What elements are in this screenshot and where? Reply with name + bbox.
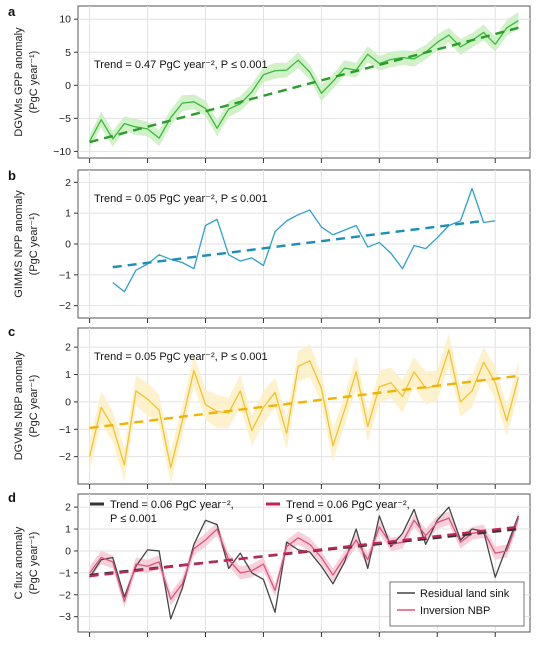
y-tick-label: 2: [65, 177, 71, 189]
panel-c: −2 −1 0 1 2 DGVMs NBP anomaly (PgC year⁻¹) Tren…: [8, 324, 531, 489]
y-tick-label: −3: [59, 611, 71, 623]
series-line: [88, 349, 520, 469]
trend-line: [112, 219, 484, 269]
y-axis-label: (PgC year⁻¹): [28, 532, 40, 595]
panel-letter-c: c: [8, 324, 15, 339]
y-tick-label: 2: [65, 502, 71, 514]
legend-entry: Residual land sink: [420, 588, 510, 600]
y-axis-label: (PgC year⁻¹): [28, 213, 40, 276]
panel-a: −10 −5 0 5 10 DGVMs GPP anomaly (PgC year⁻¹) Tr…: [8, 4, 531, 163]
y-axis-label: GIMMS NPP anomaly: [13, 190, 25, 298]
trend-annotation: Trend = 0.05 PgC year⁻², P ≤ 0.001: [94, 193, 268, 205]
trend-annotation: Trend = 0.05 PgC year⁻², P ≤ 0.001: [94, 351, 268, 363]
trend-annotation-line1: Trend = 0.06 PgC year⁻²,: [110, 499, 234, 511]
panel-b: −2 −1 0 1 2 GIMMS NPP anomaly (PgC year⁻¹) Tren…: [8, 168, 531, 323]
trend-annotation-line2: P ≤ 0.001: [286, 513, 333, 525]
uncertainty-band: [89, 333, 519, 484]
y-tick-label: −2: [59, 300, 71, 312]
y-tick-label: 0: [65, 80, 71, 92]
y-tick-label: −2: [59, 589, 71, 601]
y-tick-label: −1: [59, 567, 71, 579]
y-axis-label: (PgC year⁻¹): [28, 51, 40, 114]
y-axis-label: DGVMs NBP anomaly: [13, 351, 25, 460]
y-tick-label: 0: [65, 545, 71, 557]
trend-annotation-line1: Trend = 0.06 PgC year⁻²,: [286, 499, 410, 511]
y-tick-label: −1: [59, 424, 71, 436]
y-tick-label: 0: [65, 239, 71, 251]
y-tick-label: −5: [59, 113, 71, 125]
y-tick-label: −2: [59, 451, 71, 463]
trend-line: [89, 374, 519, 430]
legend-entry: Inversion NBP: [420, 605, 490, 617]
y-tick-label: 1: [65, 208, 71, 220]
y-axis-label: C flux anomaly: [13, 526, 25, 599]
trend-annotation: Trend = 0.47 PgC year⁻², P ≤ 0.001: [94, 59, 268, 71]
y-tick-label: 2: [65, 342, 71, 354]
y-tick-label: 5: [65, 47, 71, 59]
y-axis-label: (PgC year⁻¹): [28, 375, 40, 438]
panel-letter-b: b: [8, 168, 16, 183]
series-line: [112, 187, 496, 293]
y-tick-label: −10: [53, 146, 71, 158]
y-tick-label: 1: [65, 369, 71, 381]
panel-letter-d: d: [8, 490, 16, 505]
panel-d: −3 −2 −1 0 1 2 C flux anomaly (PgC year⁻¹) Trend…: [8, 490, 531, 637]
y-tick-label: −1: [59, 269, 71, 281]
trend-line: [89, 525, 519, 578]
y-axis-label: DGVMs GPP anomaly: [13, 27, 25, 137]
trend-annotation-line2: P ≤ 0.001: [110, 513, 157, 525]
panel-letter-a: a: [8, 4, 16, 19]
legend-box: [389, 581, 525, 627]
y-tick-label: 1: [65, 524, 71, 536]
series-line: [89, 19, 519, 142]
y-tick-label: 0: [65, 396, 71, 408]
series-line: [89, 517, 520, 602]
y-tick-label: 10: [59, 14, 71, 26]
